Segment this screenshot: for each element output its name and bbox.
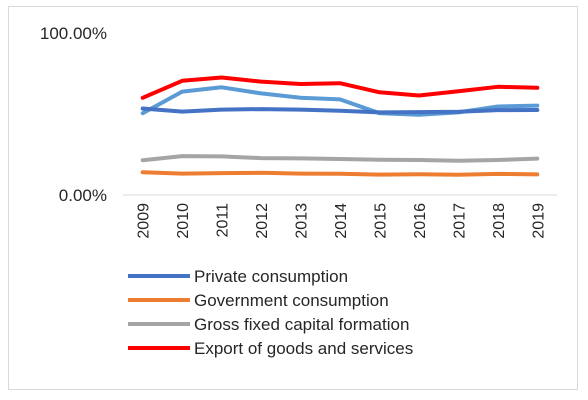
legend-label-2: Gross fixed capital formation (194, 315, 409, 334)
x-tick-label: 2017 (451, 203, 468, 239)
x-tick-label: 2019 (530, 203, 547, 239)
x-tick-label: 2015 (372, 203, 389, 239)
x-tick-label: 2011 (215, 203, 232, 238)
x-tick-label: 2013 (294, 203, 311, 239)
legend-label-0: Private consumption (194, 267, 348, 286)
y-tick-label-bottom: 0.00% (59, 186, 107, 205)
x-tick-label: 2010 (175, 203, 192, 239)
legend-label-1: Government consumption (194, 291, 389, 310)
y-tick-label-top: 100.00% (40, 24, 107, 43)
legend-label-3: Export of goods and services (194, 339, 413, 358)
legend: Private consumption Government consumptio… (128, 267, 413, 358)
x-tick-label: 2009 (136, 203, 153, 239)
chart-frame (8, 6, 578, 390)
series-line-2 (140, 154, 540, 163)
series-line-1 (140, 170, 540, 177)
x-tick-label: 2014 (333, 203, 350, 239)
series-line-0 (140, 106, 540, 115)
x-tick-label: 2016 (412, 203, 429, 239)
x-tick-labels: 2009 2010 2011 2012 2013 2014 2015 2016 2017 2018… (136, 203, 548, 239)
series-layer (140, 75, 540, 177)
series-line-3 (140, 75, 540, 100)
x-tick-label: 2012 (254, 203, 271, 239)
x-tick-label: 2018 (491, 203, 508, 239)
